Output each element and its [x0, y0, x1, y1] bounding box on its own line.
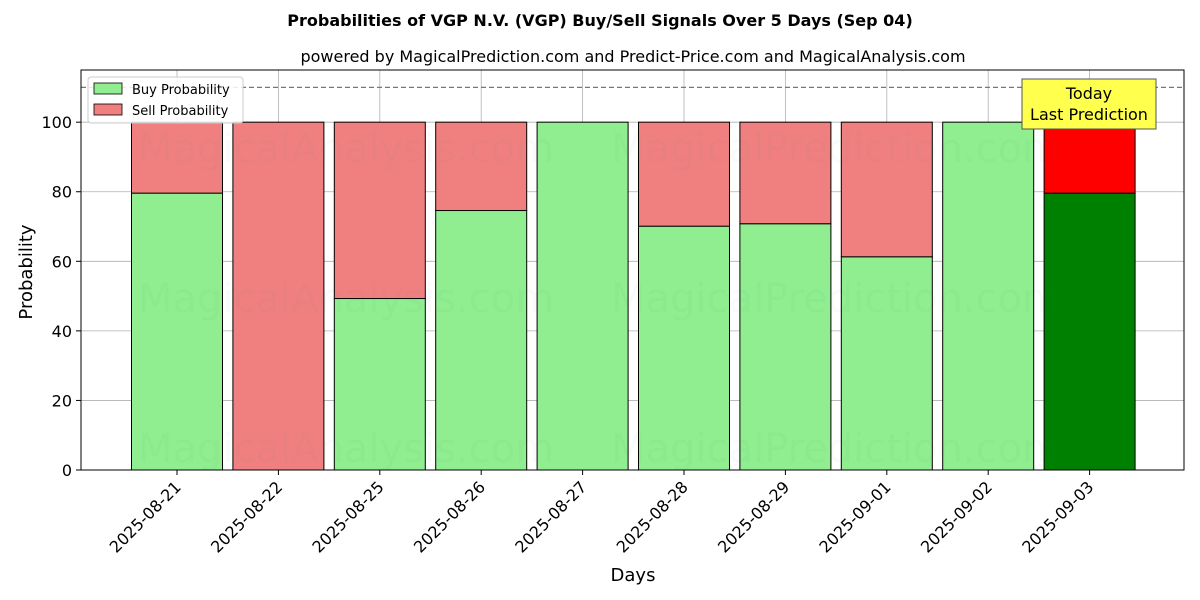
x-tick-label: 2025-08-25: [308, 477, 387, 556]
y-tick-label: 0: [62, 461, 72, 480]
y-tick-label: 60: [52, 252, 72, 271]
x-tick-label: 2025-08-28: [613, 477, 692, 556]
bar-buy: [739, 223, 832, 471]
x-axis-label: Days: [611, 565, 656, 586]
bar-sell: [333, 121, 426, 300]
bar-buy: [1043, 192, 1136, 471]
chart-title: Probabilities of VGP N.V. (VGP) Buy/Sell…: [287, 11, 913, 30]
bar-buy: [333, 298, 426, 471]
watermark-prediction: MagicalPrediction.com: [611, 126, 1061, 172]
legend-label-buy: Buy Probability: [132, 83, 230, 98]
legend: Buy Probability Sell Probability: [87, 76, 244, 124]
y-tick-label: 20: [52, 391, 72, 410]
annotation-line2: Last Prediction: [1030, 105, 1148, 124]
watermark-prediction: MagicalPrediction.com: [611, 426, 1061, 472]
x-tick-label: 2025-08-27: [511, 477, 590, 556]
legend-swatch-sell: [93, 103, 123, 116]
plot-frame: [80, 69, 1185, 471]
legend-swatch-buy: [93, 82, 123, 95]
x-tick-label: 2025-08-21: [106, 477, 185, 556]
watermark-analysis: MagicalAnalysis.com: [138, 426, 554, 472]
watermark-prediction: MagicalPrediction.com: [611, 276, 1061, 322]
bar-buy: [942, 121, 1035, 471]
y-tick-label: 80: [52, 183, 72, 202]
x-tick-label: 2025-09-02: [917, 477, 996, 556]
annotation-line1: Today: [1065, 84, 1112, 103]
x-tick-label: 2025-09-03: [1018, 477, 1097, 556]
y-axis-label: Probability: [16, 224, 37, 319]
bar-sell: [739, 121, 832, 225]
bar-buy: [131, 192, 223, 471]
bar-sell: [435, 121, 528, 212]
bar-buy: [435, 210, 528, 471]
x-tick-label: 2025-08-26: [410, 477, 489, 556]
watermark-analysis: MagicalAnalysis.com: [138, 276, 554, 322]
annotation-box: [1021, 78, 1157, 130]
legend-frame: [87, 76, 244, 124]
bar-buy: [840, 256, 933, 471]
bar-sell: [1043, 121, 1136, 194]
bar-sell: [131, 121, 223, 194]
x-tick-label: 2025-09-01: [815, 477, 894, 556]
bar-buy: [638, 225, 730, 471]
legend-label-sell: Sell Probability: [132, 104, 229, 119]
bar-sell: [840, 121, 933, 258]
y-tick-label: 40: [52, 322, 72, 341]
x-tick-label: 2025-08-29: [714, 477, 793, 556]
today-annotation: Today Last Prediction: [1021, 78, 1157, 130]
x-tick-label: 2025-08-22: [207, 477, 286, 556]
y-tick-label: 100: [41, 113, 72, 132]
bars-layer: [81, 86, 1184, 471]
chart-subtitle: powered by MagicalPrediction.com and Pre…: [300, 47, 965, 66]
watermark-analysis: MagicalAnalysis.com: [138, 126, 554, 172]
bar-sell: [638, 121, 730, 227]
